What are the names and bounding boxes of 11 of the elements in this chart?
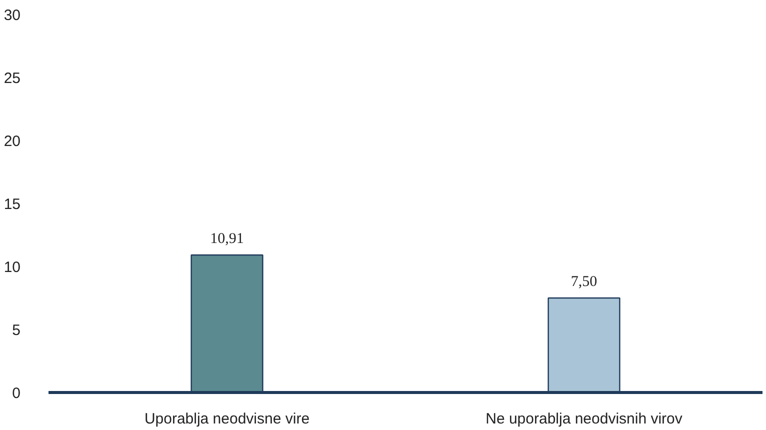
x-tick-label: Uporablja neodvisne vire [144, 410, 310, 428]
data-label: 10,91 [210, 231, 244, 248]
y-tick-label: 30 [4, 7, 21, 24]
y-tick-label: 15 [4, 196, 21, 213]
y-tick-label: 10 [4, 259, 21, 276]
x-tick-label: Ne uporablja neodvisnih virov [486, 410, 683, 428]
y-tick-label: 5 [12, 322, 20, 339]
y-tick-label: 20 [4, 133, 21, 150]
y-tick-label: 25 [4, 70, 21, 87]
y-tick-label: 0 [12, 385, 20, 402]
data-label: 7,50 [570, 274, 598, 290]
